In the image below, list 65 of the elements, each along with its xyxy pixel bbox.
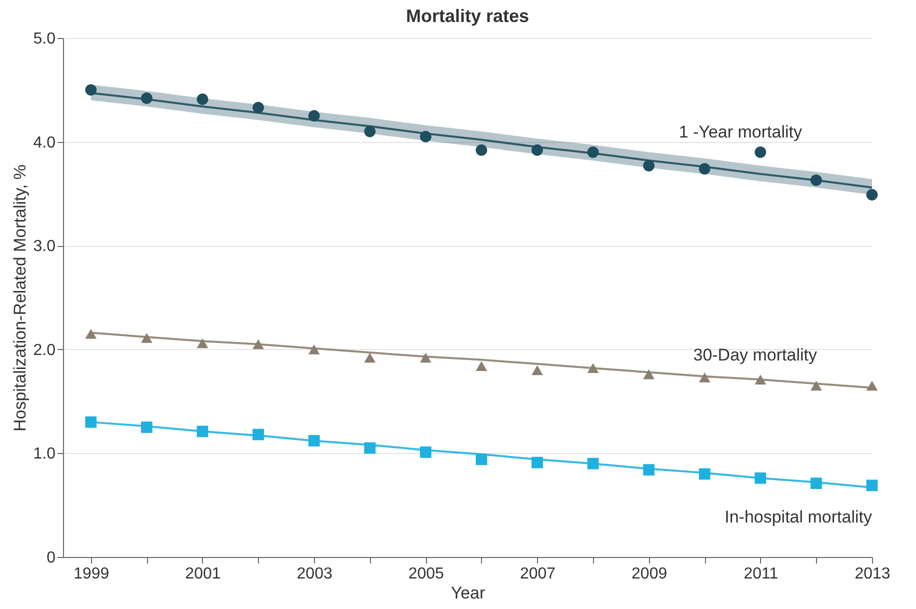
x-tick-label: 2007 — [520, 566, 556, 582]
point — [587, 363, 599, 374]
chart-title: Mortality rates — [406, 6, 530, 26]
point — [140, 92, 152, 104]
point — [85, 84, 97, 96]
point — [364, 352, 376, 363]
point — [866, 380, 878, 391]
point — [476, 144, 488, 156]
point — [140, 422, 152, 433]
y-tick-label: 3.0 — [33, 238, 56, 256]
point — [754, 146, 766, 158]
point — [85, 416, 97, 428]
point — [420, 130, 432, 142]
point — [476, 454, 488, 466]
point — [476, 361, 488, 371]
point — [252, 102, 264, 114]
point — [698, 468, 710, 480]
point — [643, 369, 655, 380]
y-tick-label: 5.0 — [33, 30, 56, 48]
x-tick-label: 2009 — [632, 566, 668, 582]
point — [643, 160, 655, 172]
series-label: In-hospital mortality — [724, 507, 872, 526]
y-tick-label: 4.0 — [33, 134, 56, 152]
point — [196, 94, 208, 105]
x-axis-title: Year — [450, 584, 486, 602]
point — [532, 456, 543, 468]
point — [643, 464, 655, 476]
point — [532, 144, 543, 156]
x-tick-label: 2005 — [408, 566, 444, 582]
point — [698, 372, 710, 382]
point — [754, 374, 766, 384]
point — [252, 428, 264, 440]
y-tick-label: 0 — [46, 550, 56, 566]
point — [364, 442, 376, 454]
point — [364, 126, 376, 138]
point — [420, 446, 432, 458]
x-tick-label: 2001 — [185, 566, 221, 582]
series-label: 1 -Year mortality — [678, 122, 802, 142]
y-tick-label: 2.0 — [33, 342, 56, 359]
point — [866, 480, 878, 492]
point — [252, 339, 264, 350]
x-tick-label: 2011 — [744, 566, 778, 582]
x-tick-label: 1999 — [74, 566, 110, 582]
point — [196, 338, 208, 348]
point — [420, 352, 432, 363]
point — [85, 328, 97, 339]
point — [866, 189, 878, 200]
point — [308, 110, 320, 122]
point — [587, 146, 599, 158]
x-tick-label: 2013 — [854, 566, 890, 582]
point — [810, 478, 822, 490]
point — [698, 163, 710, 174]
point — [308, 435, 320, 446]
point — [587, 458, 599, 470]
point — [810, 174, 822, 186]
x-tick-label: 2003 — [296, 566, 332, 582]
y-axis-title: Hospitalization-Related Mortality, % — [10, 164, 30, 432]
series-label: 30-Day mortality — [693, 346, 818, 365]
point — [196, 426, 208, 438]
point — [140, 333, 152, 343]
y-tick-label: 1.0 — [33, 446, 56, 463]
point — [810, 380, 822, 391]
point — [532, 365, 543, 376]
point — [754, 472, 766, 484]
point — [308, 344, 320, 354]
